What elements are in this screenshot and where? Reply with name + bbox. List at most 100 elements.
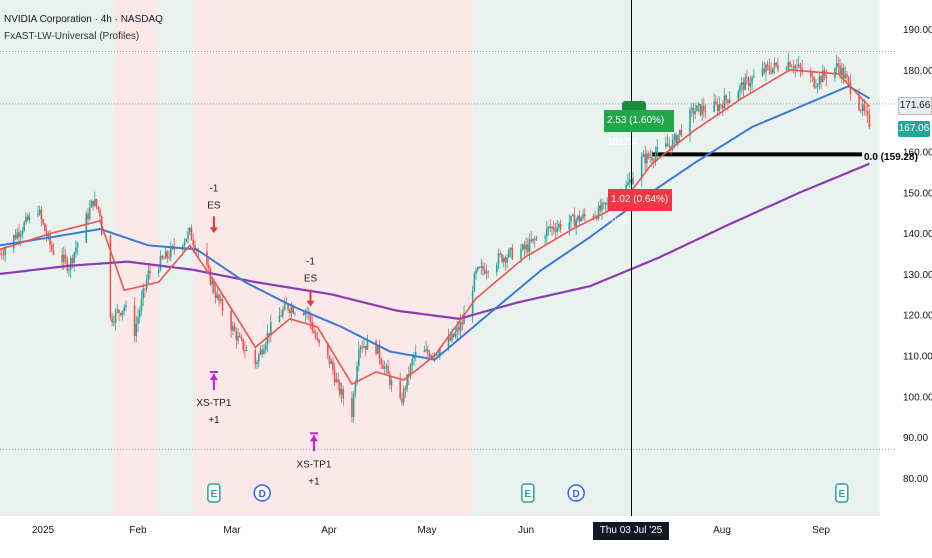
candle-body xyxy=(263,349,265,354)
candle-body xyxy=(25,216,27,223)
candle-body xyxy=(380,359,383,365)
candle-body xyxy=(747,78,750,87)
candle-body xyxy=(640,156,643,179)
candle-body xyxy=(238,335,241,337)
stop-loss-box[interactable]: 1.02 (0.64%) 995 xyxy=(608,189,672,227)
symbol-title[interactable]: NVIDIA Corporation · 4h · NASDAQ xyxy=(4,14,163,25)
candle-body xyxy=(235,330,238,341)
candle-body xyxy=(704,110,707,112)
candle-body xyxy=(268,332,270,336)
signal-label: ES xyxy=(304,274,318,285)
regime-band-red xyxy=(113,0,159,516)
candle-body xyxy=(551,226,553,229)
candle-body xyxy=(163,258,165,260)
candle-body xyxy=(218,294,220,301)
candle-body xyxy=(606,203,608,205)
candle-body xyxy=(147,270,150,281)
candle-body xyxy=(646,153,648,164)
entry-level-label: 0.0 (159.28) xyxy=(864,152,918,163)
candle-body xyxy=(673,134,676,140)
candle-body xyxy=(480,265,483,268)
candle-body xyxy=(844,74,847,79)
candle-body xyxy=(794,65,797,69)
candle-body xyxy=(716,103,719,112)
candle-body xyxy=(66,259,69,271)
price-axis-panel[interactable] xyxy=(896,0,932,516)
candle-body xyxy=(703,105,705,111)
candle-body xyxy=(822,70,824,83)
candle-body xyxy=(720,104,722,106)
signal-label: -1 xyxy=(209,183,218,194)
candle-body xyxy=(859,110,862,112)
candle-body xyxy=(777,65,779,70)
candle-body xyxy=(837,63,840,66)
candle-body xyxy=(356,365,358,384)
candle-body xyxy=(528,239,531,252)
candle-body xyxy=(737,91,740,100)
earnings-icon: E xyxy=(525,489,532,500)
candle-body xyxy=(326,342,329,356)
candle-body xyxy=(678,129,681,135)
candle-body xyxy=(339,382,341,395)
candle-body xyxy=(689,109,691,136)
candle-body xyxy=(599,205,602,211)
candle-body xyxy=(797,64,800,67)
candle-body xyxy=(401,398,403,403)
candle-body xyxy=(547,226,550,228)
candle-body xyxy=(863,104,866,111)
candle-body xyxy=(121,310,124,316)
candle-body xyxy=(282,309,284,317)
candle-body xyxy=(604,202,607,205)
candle-body xyxy=(118,309,120,313)
candle-body xyxy=(796,65,798,67)
candle-body xyxy=(773,62,776,68)
candle-body xyxy=(861,104,864,112)
time-axis-panel[interactable] xyxy=(0,516,932,550)
trade-signals: -1 ES -1 ES XS-TP1 +1 XS-TP1 +1 xyxy=(196,183,331,487)
candle-body xyxy=(364,345,367,350)
candle-body xyxy=(532,238,534,242)
regime-band-green xyxy=(158,0,194,516)
candle-body xyxy=(799,64,802,69)
candle-body xyxy=(559,223,562,230)
candle-body xyxy=(142,288,144,299)
candle-body xyxy=(578,215,581,222)
take-profit-box[interactable]: 2.53 (1.60%) 1012.4 xyxy=(604,110,674,148)
candle-body xyxy=(214,291,217,299)
candle-body xyxy=(809,72,812,77)
candle-body xyxy=(718,104,721,112)
candle-body xyxy=(665,143,667,147)
candle-body xyxy=(473,273,476,292)
crosshair-time-label: Thu 03 Jul '25 09:30 xyxy=(593,522,669,554)
candle-body xyxy=(573,214,576,227)
candle-body xyxy=(820,76,822,83)
candle-body xyxy=(159,256,162,270)
candle-body xyxy=(166,251,169,258)
candle-body xyxy=(119,312,122,316)
candle-body xyxy=(97,206,100,210)
candle-body xyxy=(699,104,702,115)
candle-body xyxy=(835,63,838,69)
candle-body xyxy=(666,143,669,147)
candle-body xyxy=(813,77,815,88)
candle-body xyxy=(71,257,74,263)
candle-body xyxy=(696,105,698,112)
candle-body xyxy=(715,101,717,104)
indicator-name[interactable]: FxAST-LW-Universal (Profiles) xyxy=(4,31,140,42)
candle-body xyxy=(28,215,31,221)
candle-body xyxy=(192,240,194,246)
candle-body xyxy=(125,305,127,308)
candle-body xyxy=(577,215,579,221)
candle-body xyxy=(816,84,819,87)
regime-band-green xyxy=(472,0,880,516)
candle-body xyxy=(815,86,817,88)
candle-body xyxy=(461,322,464,325)
candle-body xyxy=(792,67,795,69)
candle-body xyxy=(114,311,117,323)
signal-label: ES xyxy=(207,200,221,211)
candle-body xyxy=(302,312,305,316)
candle-body xyxy=(278,315,281,323)
short-arrow-icon xyxy=(209,227,218,234)
candle-body xyxy=(740,82,743,86)
